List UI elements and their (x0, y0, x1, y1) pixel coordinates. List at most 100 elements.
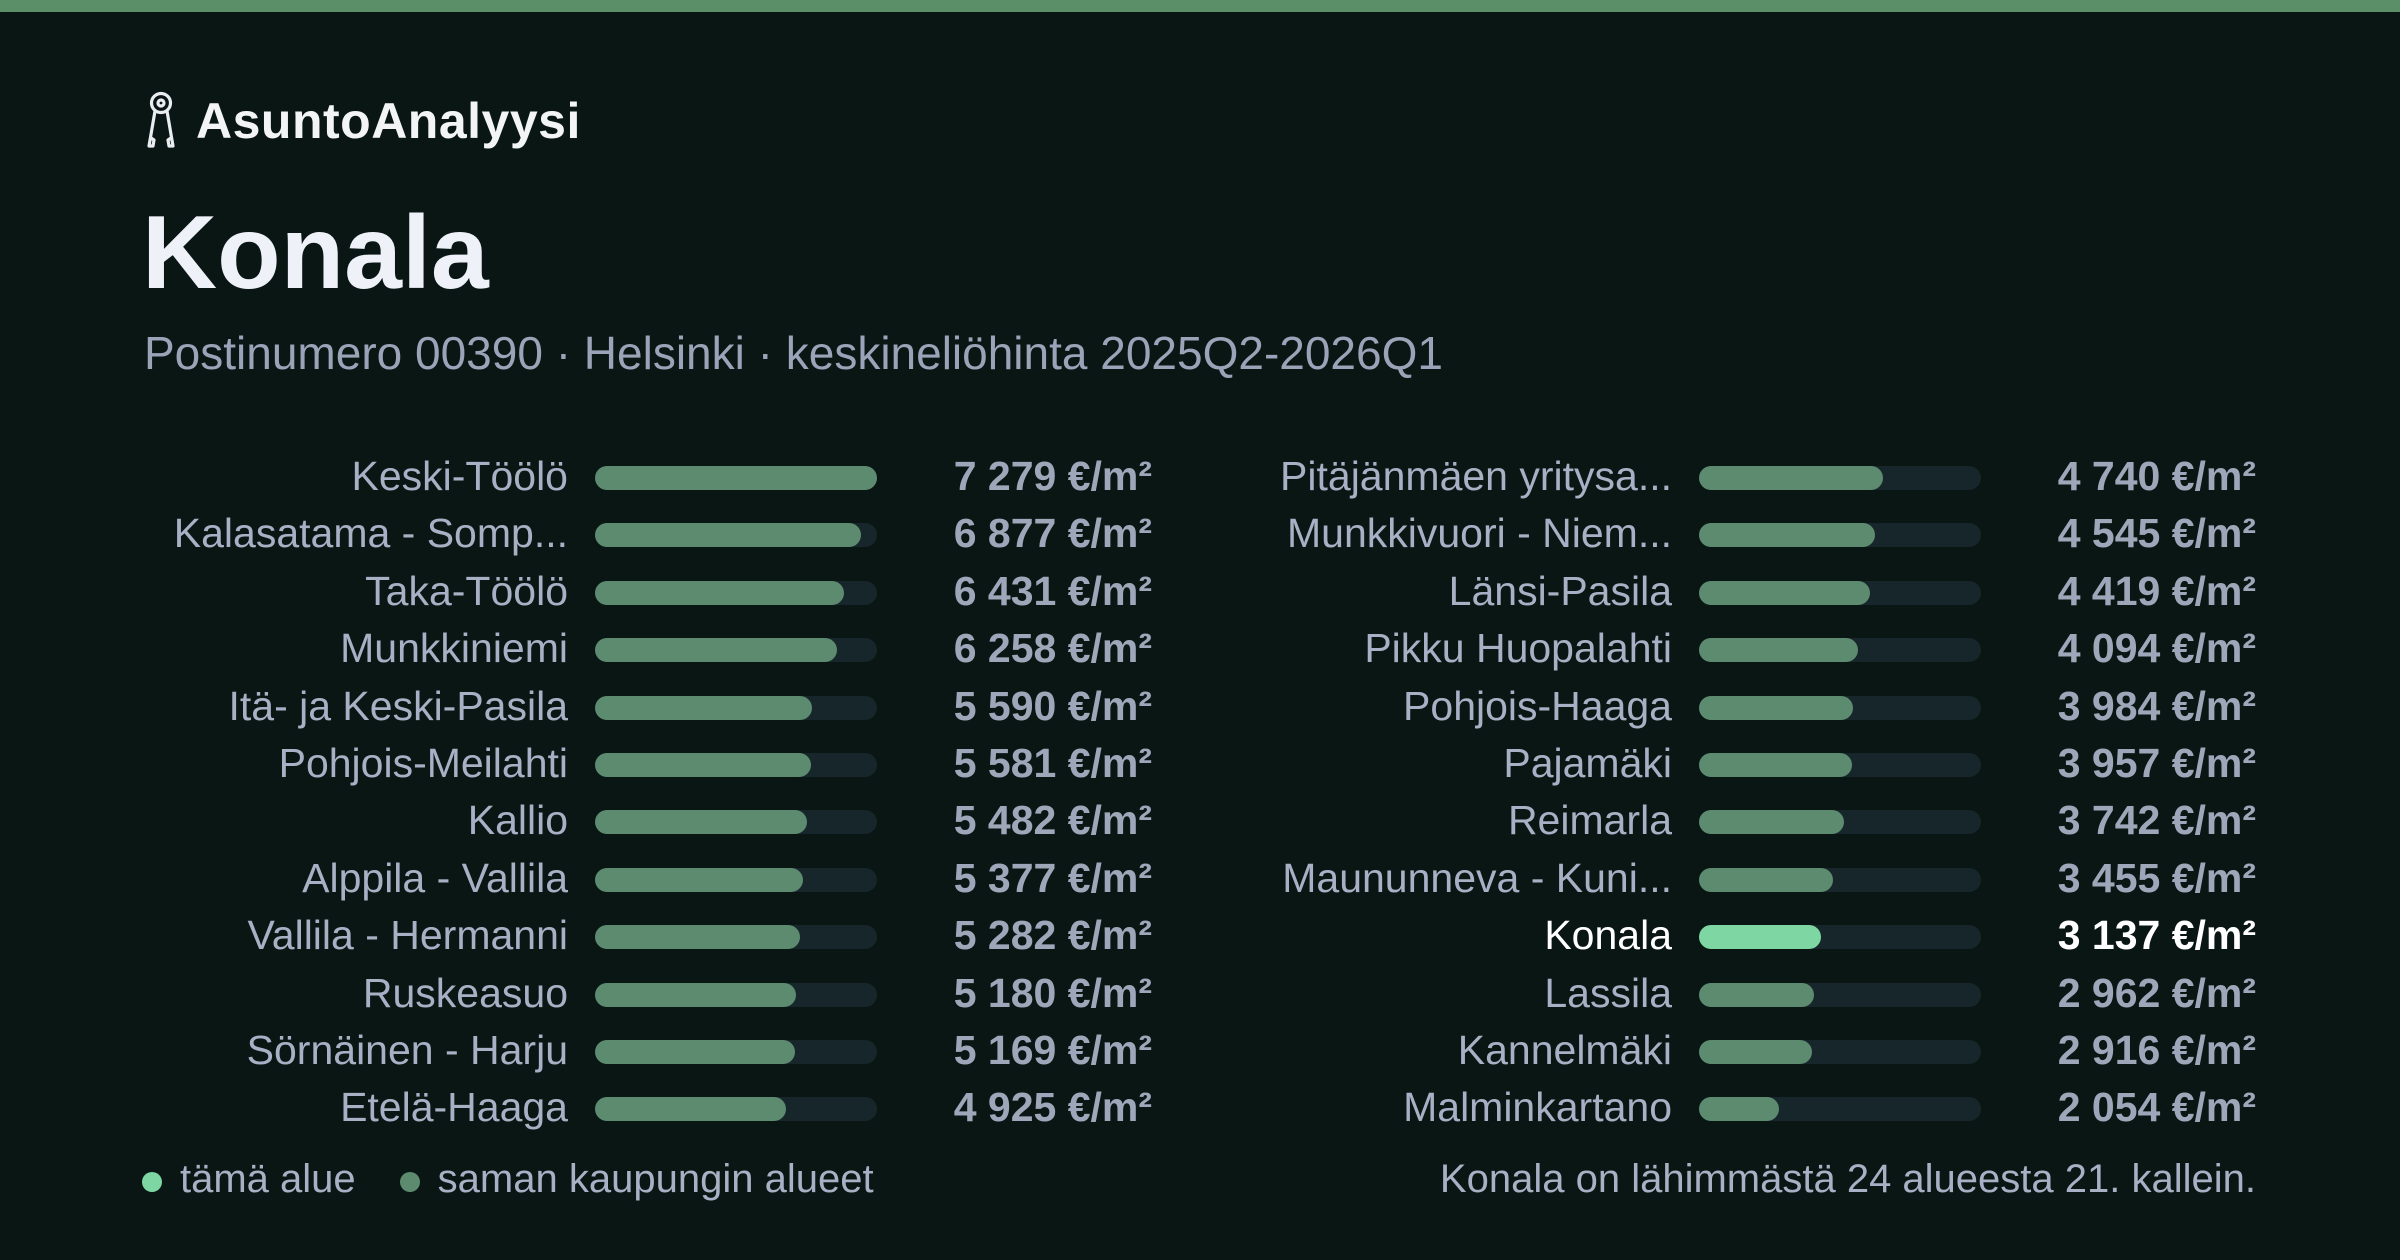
bar-track (595, 1097, 877, 1122)
bar-track (595, 982, 877, 1007)
bar-row: Pikku Huopalahti 4 094 €/m² (0, 620, 2400, 677)
bar-label: Ruskeasuo (362, 969, 568, 1016)
bar-value-label: 5 180 €/m² (953, 969, 1152, 1016)
top-accent-stripe (0, 0, 2400, 12)
bar-row: Kallio 5 482 €/m² (0, 792, 2400, 849)
bar (595, 695, 812, 720)
bar-track (1699, 925, 1981, 950)
bar-track (1699, 810, 1981, 835)
bar-value-label: 6 258 €/m² (953, 625, 1152, 672)
bar (1699, 867, 1833, 892)
bar-row: Pohjois-Meilahti 5 581 €/m² (0, 735, 2400, 792)
bar-row: Kannelmäki 2 916 €/m² (0, 1022, 2400, 1079)
legend-label-current: tämä alue (180, 1156, 356, 1201)
bar (1699, 638, 1858, 663)
brand-name: AsuntoAnalyysi (196, 93, 581, 149)
bar-track (1699, 638, 1981, 663)
bar-value-label: 4 925 €/m² (953, 1084, 1152, 1131)
bar-row: Taka-Töölö 6 431 €/m² (0, 563, 2400, 620)
bar-track (595, 523, 877, 548)
bar-value-label: 4 740 €/m² (2057, 453, 2256, 499)
bar-track (1699, 695, 1981, 720)
bar-track (595, 466, 877, 490)
bar-label: Munkkivuori - Niem... (1286, 510, 1672, 557)
bar (1699, 982, 1814, 1007)
bar (1699, 753, 1853, 777)
bar-label: Pikku Huopalahti (1364, 625, 1672, 672)
bar-row: Etelä-Haaga 4 925 €/m² (0, 1079, 2400, 1136)
legend: tämä alue saman kaupungin alueet (142, 1152, 918, 1206)
bar-track (595, 638, 877, 663)
bar (595, 810, 808, 835)
bar-label: Pajamäki (1503, 740, 1672, 786)
bar-row: Konala 3 137 €/m² (0, 907, 2400, 964)
bar (1699, 466, 1883, 490)
bar-row: Pajamäki 3 957 €/m² (0, 735, 2400, 792)
bar-track (1699, 1097, 1981, 1122)
bar-label: Pohjois-Meilahti (278, 740, 568, 786)
bar-label: Sörnäinen - Harju (246, 1027, 568, 1073)
bar-label: Länsi-Pasila (1448, 567, 1672, 614)
bar-row: Munkkivuori - Niem... 4 545 €/m² (0, 505, 2400, 562)
bar-label: Pohjois-Haaga (1403, 682, 1672, 729)
keys-icon (140, 90, 182, 152)
bar-label: Maununneva - Kuni... (1282, 854, 1672, 901)
bar-track (595, 695, 877, 720)
bar-value-label: 4 419 €/m² (2057, 567, 2256, 614)
page-subtitle: Postinumero 00390 · Helsinki · keskineli… (144, 327, 1443, 379)
bar-value-label: 2 916 €/m² (2057, 1027, 2256, 1073)
bar (595, 753, 812, 777)
bar-value-label: 3 455 €/m² (2057, 854, 2256, 901)
bar-value-label: 6 431 €/m² (953, 567, 1152, 614)
legend-label-city: saman kaupungin alueet (437, 1156, 874, 1201)
bar-value-label: 5 169 €/m² (953, 1027, 1152, 1073)
bar-label: Pitäjänmäen yritysa... (1280, 453, 1672, 499)
bar-track (1699, 580, 1981, 605)
bar-row: Reimarla 3 742 €/m² (0, 792, 2400, 849)
bar-row: Itä- ja Keski-Pasila 5 590 €/m² (0, 678, 2400, 735)
bar-value-label: 4 094 €/m² (2057, 625, 2256, 672)
legend-dot-city (399, 1172, 420, 1192)
bar-value-label: 7 279 €/m² (953, 453, 1152, 499)
bar-value-label: 5 581 €/m² (953, 740, 1152, 786)
bar-value-label: 5 590 €/m² (953, 682, 1152, 729)
bar-row: Lassila 2 962 €/m² (0, 965, 2400, 1022)
bar-row: Malminkartano 2 054 €/m² (0, 1079, 2400, 1136)
bar-value-label: 3 742 €/m² (2057, 797, 2256, 844)
bar (1699, 810, 1844, 835)
bar-track (1699, 867, 1981, 892)
bar-row: Keski-Töölö 7 279 €/m² (0, 448, 2400, 505)
bar (1699, 523, 1876, 548)
bar-label: Konala (1544, 912, 1672, 959)
bar-label: Reimarla (1507, 797, 1672, 844)
bar (1699, 695, 1854, 720)
bar-row: Länsi-Pasila 4 419 €/m² (0, 563, 2400, 620)
bar (595, 523, 862, 548)
bar-value-label: 2 054 €/m² (2057, 1084, 2256, 1131)
bar-row: Pitäjänmäen yritysa... 4 740 €/m² (0, 448, 2400, 505)
bar (595, 867, 804, 892)
legend-dot-current (142, 1172, 162, 1192)
bar-label: Etelä-Haaga (340, 1084, 568, 1131)
bar-row: Ruskeasuo 5 180 €/m² (0, 965, 2400, 1022)
ranking-footnote: Konala on lähimmästä 24 alueesta 21. kal… (1439, 1157, 2256, 1201)
bar (595, 580, 845, 605)
bar-label: Keski-Töölö (351, 453, 568, 499)
bar-label: Alppila - Vallila (302, 854, 568, 901)
bar (1699, 1040, 1812, 1064)
bar (595, 925, 800, 950)
bar-value-label: 5 282 €/m² (953, 912, 1152, 959)
bar-track (595, 753, 877, 777)
bar-value-label: 2 962 €/m² (2057, 969, 2256, 1016)
bar-label: Vallila - Hermanni (247, 912, 568, 959)
bar-label: Lassila (1544, 969, 1672, 1016)
bar-value-label: 5 482 €/m² (953, 797, 1152, 844)
bar-track (595, 580, 877, 605)
bar-track (595, 867, 877, 892)
bar-track (1699, 982, 1981, 1007)
brand: AsuntoAnalyysi (140, 86, 581, 156)
bar (1699, 580, 1871, 605)
bar-label: Kallio (467, 797, 568, 844)
bar-value-label: 4 545 €/m² (2057, 510, 2256, 557)
